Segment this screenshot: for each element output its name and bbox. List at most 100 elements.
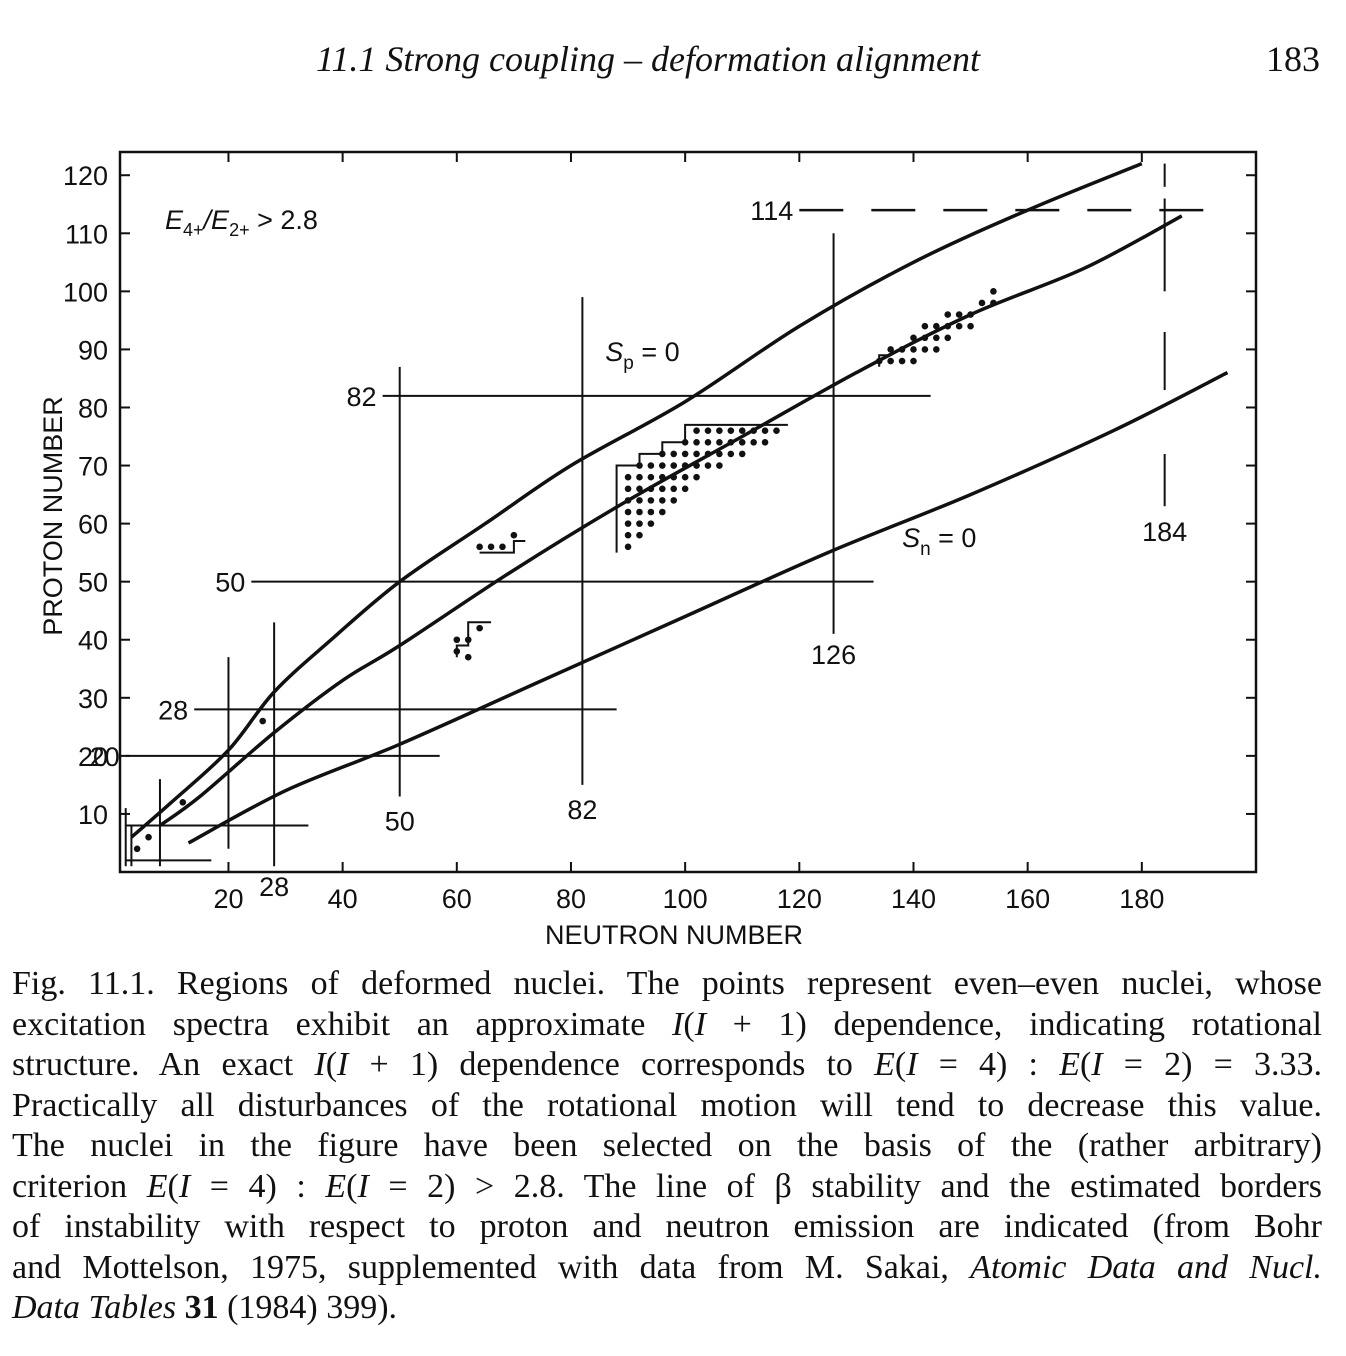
nucleus-point [955,322,963,330]
nucleus-point [990,288,997,295]
nucleus-point [647,497,655,504]
nucleus-point [933,322,940,330]
magic-proton-label-114: 114 [750,196,793,226]
nucleus-point [624,485,632,493]
nucleus-point [944,311,952,318]
nucleus-point [944,334,952,342]
nucleus-point [716,462,723,469]
nucleus-point [636,485,643,493]
nucleus-point [636,508,643,516]
nucleus-point [750,439,757,446]
nucleus-point [681,473,689,481]
caption-text: ( [894,1046,907,1083]
nucleus-point [967,311,974,318]
y-tick-label: 70 [78,452,108,482]
nucleus-point [624,543,632,551]
nucleus-point [476,543,483,551]
nucleus-point [761,427,769,435]
figure-caption: Fig. 11.1. Regions of deformed nuclei. T… [12,964,1322,1329]
caption-text: = 4) : [917,1046,1060,1083]
nucleus-point [898,357,906,365]
nucleus-point [967,322,974,330]
nucleus-point [636,473,643,481]
plot-layer: 20 40 60 80 100 120 140 160 180 10 20 30 40 50 60 70 80 9… [38,150,1258,950]
x-tick-label: 60 [442,884,472,914]
nucleus-point [659,462,666,469]
nucleus-point [659,473,666,481]
chart: 20 40 60 80 100 120 140 160 180 10 20 30 40 50 60 70 80 9… [38,150,1258,950]
caption-text: ( [346,1167,358,1205]
magic-proton-label-20: 20 [90,742,120,772]
nucleus-point [693,427,700,435]
running-title: 11.1 Strong coupling – deformation align… [316,39,980,79]
caption-text: of instability with respect to proton an… [12,1208,1322,1245]
y-tick-label: 30 [78,684,108,714]
nucleus-point [727,439,735,446]
nucleus-point [944,322,952,330]
caption-text: E [1059,1046,1080,1083]
magic-proton-label-28: 28 [158,695,188,725]
caption-text: = 2) = 3.33. [1102,1046,1322,1083]
deformed-region-outline [615,423,788,553]
caption-line: Data Tables 31 (1984) 399). [12,1288,1322,1329]
caption-text: (1984) 399). [218,1289,398,1326]
nucleus-point [990,299,997,307]
nucleus-point [647,473,655,481]
x-tick-label: 180 [1119,884,1164,914]
nucleus-point [647,485,655,493]
magic-proton-label-50: 50 [215,568,245,598]
caption-text: ( [325,1046,338,1083]
caption-text: Fig. 11.1. Regions of deformed nuclei. T… [12,965,1322,1002]
page-number: 183 [1266,39,1320,79]
caption-text [176,1289,185,1326]
nucleus-point [933,334,940,342]
x-tick-label: 100 [663,884,708,914]
y-tick-label: 100 [63,277,108,307]
nucleus-point [727,450,735,458]
caption-line: excitation spectra exhibit an approximat… [12,1005,1322,1046]
nucleus-point [510,531,518,539]
nucleus-point [681,450,689,458]
nucleus-point [659,485,666,493]
plot-frame [118,150,1258,874]
nucleus-point [887,357,894,365]
magic-neutron-label-184: 184 [1142,517,1187,547]
nucleus-point [933,346,940,353]
nucleus-point [693,450,700,458]
nucleus-point [921,346,929,353]
nucleus-point [693,439,700,446]
nucleus-point [464,653,472,661]
caption-text: E [146,1167,168,1205]
running-head: 11.1 Strong coupling – deformation align… [0,38,1346,88]
caption-text: I [694,1005,707,1043]
nucleus-point [670,497,678,504]
nucleus-point [716,450,723,458]
caption-line: and Mottelson, 1975, supplemented with d… [12,1248,1322,1289]
caption-line: The nuclei in the figure have been selec… [12,1126,1322,1167]
y-tick-label: 80 [78,393,108,423]
y-axis-label: PROTON NUMBER [38,396,68,636]
nucleus-point [704,427,712,435]
caption-text: I [906,1046,918,1083]
magic-neutron-label-28: 28 [259,872,289,902]
x-axis-label: NEUTRON NUMBER [545,920,803,950]
nucleus-point [636,520,643,527]
y-tick-label: 110 [65,219,108,249]
nucleus-point [716,439,723,446]
nucleus-point [704,450,712,458]
nucleus-point [727,427,735,435]
beta-stability-line [158,214,1183,827]
nucleus-point [681,462,689,469]
nucleus-point [704,439,712,446]
nucleus-point [910,346,917,353]
caption-text: 31 [184,1289,219,1326]
nucleus-point [716,427,723,435]
x-tick-label: 80 [556,884,586,914]
nucleus-point [647,462,655,469]
nucleus-point [670,473,678,481]
nucleus-point [659,508,666,516]
nucleus-point [624,497,632,504]
nucleus-point [453,636,461,644]
nucleus-point [647,508,655,516]
y-tick-label: 10 [78,800,108,830]
